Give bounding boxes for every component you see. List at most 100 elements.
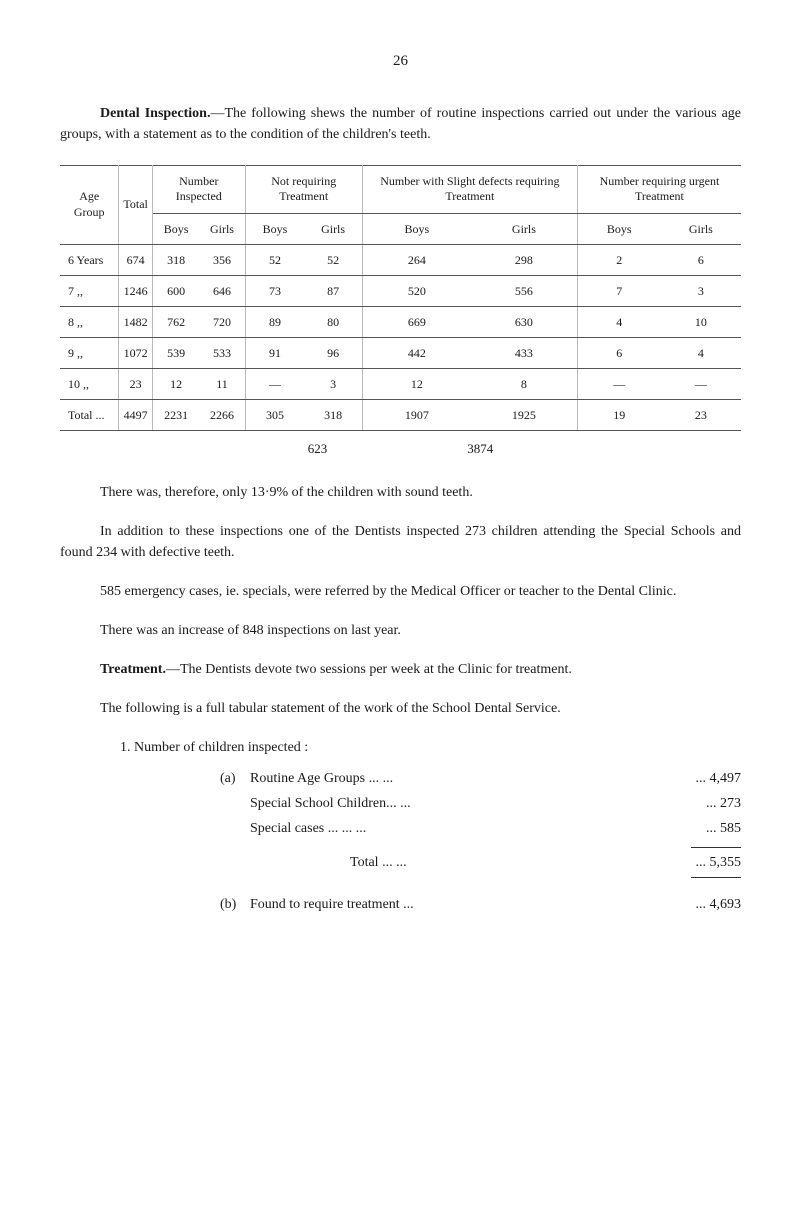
cell-ni-girls: 2266 [199, 399, 245, 430]
header-girls-4: Girls [661, 213, 741, 244]
cell-u-boys: 4 [577, 306, 660, 337]
cell-u-boys: 7 [577, 275, 660, 306]
table-header-row-2: Boys Girls Boys Girls Boys Girls Boys Gi… [60, 213, 741, 244]
cell-sd-girls: 1925 [471, 399, 577, 430]
cell-total: 23 [119, 368, 153, 399]
cell-sd-girls: 433 [471, 337, 577, 368]
table-row: Total ... 4497 2231 2266 305 318 1907 19… [60, 399, 741, 430]
paragraph-4: There was an increase of 848 inspections… [60, 620, 741, 641]
total-val: ... 5,355 [681, 852, 741, 873]
cell-total: 1246 [119, 275, 153, 306]
summary-right: 3874 [467, 439, 493, 459]
cell-total: 1072 [119, 337, 153, 368]
cell-nr-boys: 305 [245, 399, 304, 430]
treatment-paragraph: Treatment.—The Dentists devote two sessi… [60, 659, 741, 680]
list-item-b: (b) Found to require treatment ... ... 4… [220, 894, 741, 919]
summary-row: 623 3874 [60, 439, 741, 459]
cell-sd-boys: 442 [362, 337, 471, 368]
list-b-label: (b) [220, 894, 250, 919]
cell-age: Total ... [60, 399, 119, 430]
cell-ni-girls: 356 [199, 244, 245, 275]
cell-ni-boys: 318 [152, 244, 199, 275]
a-val: ... 273 [681, 793, 741, 814]
header-boys-1: Boys [152, 213, 199, 244]
list-title: 1. Number of children inspected : [120, 737, 741, 758]
cell-sd-boys: 669 [362, 306, 471, 337]
cell-sd-girls: 630 [471, 306, 577, 337]
cell-ni-boys: 600 [152, 275, 199, 306]
table-row: 9 ,, 1072 539 533 91 96 442 433 6 4 [60, 337, 741, 368]
cell-u-boys: — [577, 368, 660, 399]
cell-u-girls: 3 [661, 275, 741, 306]
intro-heading: Dental Inspection. [100, 106, 210, 121]
cell-nr-girls: 52 [304, 244, 362, 275]
header-boys-3: Boys [362, 213, 471, 244]
cell-u-girls: 10 [661, 306, 741, 337]
header-not-requiring: Not requiring Treatment [245, 165, 362, 213]
cell-age: 10 ,, [60, 368, 119, 399]
a-val: ... 585 [681, 818, 741, 839]
cell-nr-girls: 3 [304, 368, 362, 399]
total-line-bottom [691, 877, 741, 878]
cell-sd-boys: 520 [362, 275, 471, 306]
header-girls-3: Girls [471, 213, 577, 244]
cell-nr-girls: 87 [304, 275, 362, 306]
a-desc: Routine Age Groups ... ... [250, 768, 681, 789]
table-row: 7 ,, 1246 600 646 73 87 520 556 7 3 [60, 275, 741, 306]
table-row: 10 ,, 23 12 11 — 3 12 8 — — [60, 368, 741, 399]
cell-nr-girls: 318 [304, 399, 362, 430]
cell-age: 9 ,, [60, 337, 119, 368]
paragraph-3: 585 emergency cases, ie. specials, were … [60, 581, 741, 602]
list-a-row: Special cases ... ... ... ... 585 [250, 818, 741, 839]
paragraph-1: There was, therefore, only 13·9% of the … [60, 482, 741, 503]
b-text: Found to require treatment ... [250, 894, 681, 915]
total-row: Total ... ... ... 5,355 [350, 852, 741, 873]
cell-ni-girls: 720 [199, 306, 245, 337]
header-slight-defects: Number with Slight defects requiring Tre… [362, 165, 577, 213]
cell-u-boys: 2 [577, 244, 660, 275]
header-boys-2: Boys [245, 213, 304, 244]
cell-nr-boys: 52 [245, 244, 304, 275]
cell-nr-boys: 91 [245, 337, 304, 368]
cell-nr-boys: — [245, 368, 304, 399]
header-girls-1: Girls [199, 213, 245, 244]
inspection-table: Age Group Total Number Inspected Not req… [60, 165, 741, 431]
treatment-heading: Treatment. [100, 662, 166, 677]
a-desc: Special School Children... ... [250, 793, 681, 814]
cell-sd-boys: 264 [362, 244, 471, 275]
header-urgent: Number requiring urgent Treatment [577, 165, 741, 213]
table-header-row-1: Age Group Total Number Inspected Not req… [60, 165, 741, 213]
header-age-group: Age Group [60, 165, 119, 244]
treatment-text: —The Dentists devote two sessions per we… [166, 662, 572, 677]
total-line-top [691, 847, 741, 848]
list-a-row: Special School Children... ... ... 273 [250, 793, 741, 814]
summary-left: 623 [308, 439, 328, 459]
list-item-a: (a) Routine Age Groups ... ... ... 4,497… [220, 768, 741, 843]
cell-u-girls: 4 [661, 337, 741, 368]
cell-total: 674 [119, 244, 153, 275]
page-number: 26 [60, 50, 741, 73]
cell-u-boys: 19 [577, 399, 660, 430]
cell-sd-girls: 8 [471, 368, 577, 399]
cell-sd-girls: 298 [471, 244, 577, 275]
cell-u-boys: 6 [577, 337, 660, 368]
a-desc: Special cases ... ... ... [250, 818, 681, 839]
cell-nr-boys: 89 [245, 306, 304, 337]
cell-ni-girls: 533 [199, 337, 245, 368]
cell-sd-boys: 12 [362, 368, 471, 399]
paragraph-2: In addition to these inspections one of … [60, 521, 741, 563]
total-label: Total ... ... [350, 852, 681, 873]
cell-age: 6 Years [60, 244, 119, 275]
cell-sd-boys: 1907 [362, 399, 471, 430]
header-number-inspected: Number Inspected [152, 165, 245, 213]
cell-ni-boys: 539 [152, 337, 199, 368]
header-boys-4: Boys [577, 213, 660, 244]
list-a-row: Routine Age Groups ... ... ... 4,497 [250, 768, 741, 789]
b-val: ... 4,693 [681, 894, 741, 915]
table-row: 6 Years 674 318 356 52 52 264 298 2 6 [60, 244, 741, 275]
table-row: 8 ,, 1482 762 720 89 80 669 630 4 10 [60, 306, 741, 337]
cell-sd-girls: 556 [471, 275, 577, 306]
header-total: Total [119, 165, 153, 244]
cell-ni-boys: 12 [152, 368, 199, 399]
header-girls-2: Girls [304, 213, 362, 244]
